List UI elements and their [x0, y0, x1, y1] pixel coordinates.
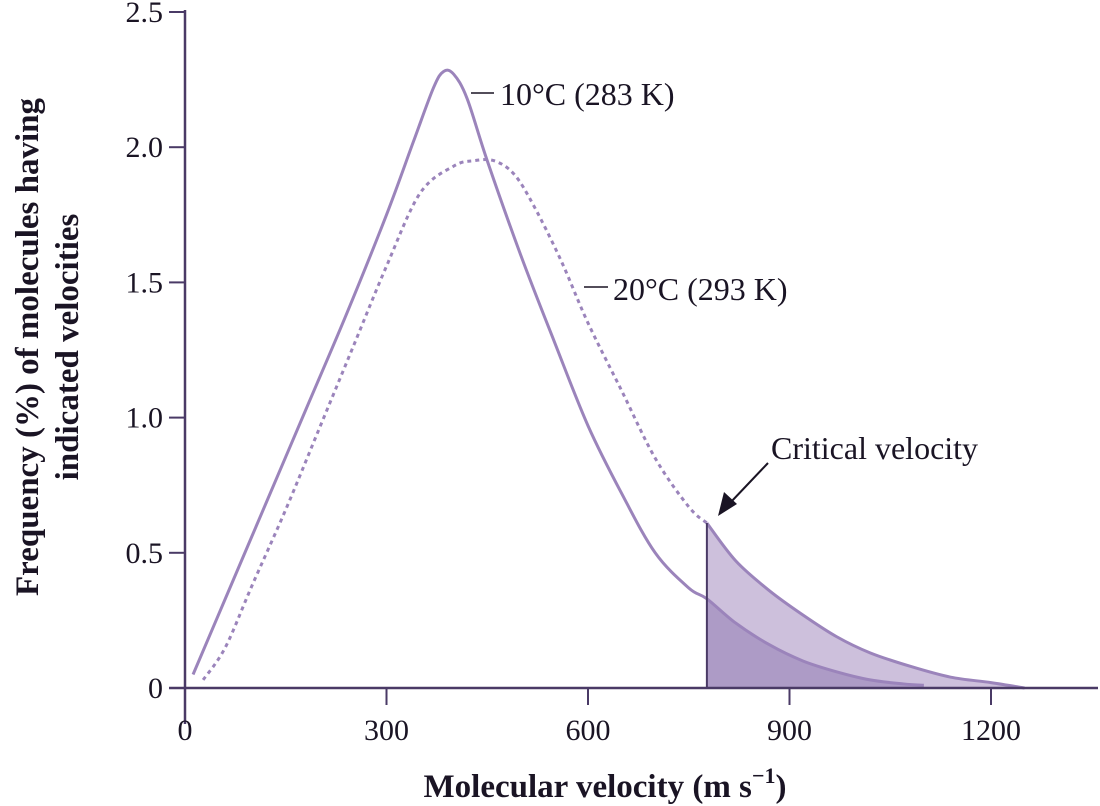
- y-tick-label: 2.5: [126, 0, 164, 29]
- shaded-areas: [706, 523, 1025, 688]
- y-tick-label: 0.5: [126, 537, 164, 570]
- annotations: 10°C (283 K) 20°C (293 K) Critical veloc…: [471, 76, 978, 516]
- critical-velocity-arrowhead: [718, 492, 737, 516]
- label-10c: 10°C (283 K): [500, 76, 675, 112]
- y-axis-title-line2: indicated velocities: [50, 213, 86, 480]
- curve-20c-tail: [705, 522, 1025, 690]
- y-tick-label: 1.0: [126, 402, 164, 435]
- x-tick-label: 600: [566, 714, 611, 747]
- curves: [191, 68, 1025, 690]
- axes: [169, 10, 1098, 724]
- x-tick-label: 300: [364, 714, 409, 747]
- shade-20c-above-critical: [706, 523, 1025, 688]
- label-20c: 20°C (293 K): [613, 271, 788, 307]
- x-ticks: 0 300 600 900 1200: [178, 688, 1021, 747]
- x-tick-label: 1200: [961, 714, 1021, 747]
- y-tick-label: 0: [148, 672, 163, 705]
- x-tick-label: 900: [767, 714, 812, 747]
- x-axis-title: Molecular velocity (m s−1): [424, 763, 787, 805]
- x-axis-title-superscript: −1: [752, 763, 776, 788]
- label-critical-velocity: Critical velocity: [771, 430, 978, 466]
- curve-10c: [191, 68, 924, 687]
- shade-10c-above-critical: [706, 598, 924, 688]
- x-tick-label: 0: [178, 714, 193, 747]
- y-tick-label: 2.0: [126, 131, 164, 164]
- y-ticks: 0 0.5 1.0 1.5 2.0 2.5: [126, 0, 185, 705]
- critical-velocity-arrow-shaft: [729, 462, 769, 504]
- y-axis-title-line1: Frequency (%) of molecules having: [10, 97, 46, 596]
- curve-20c-dotted: [201, 157, 708, 681]
- y-tick-label: 1.5: [126, 266, 164, 299]
